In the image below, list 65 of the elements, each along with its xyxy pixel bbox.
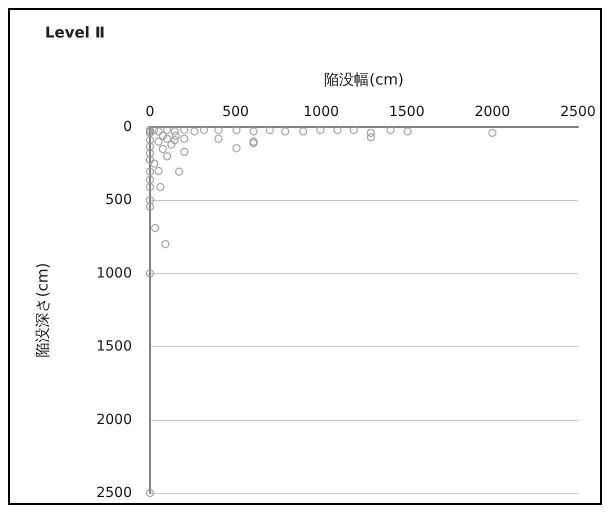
point xyxy=(146,269,154,278)
point xyxy=(161,240,170,248)
y-tick-label: 2500 xyxy=(96,485,132,501)
point xyxy=(158,144,167,154)
point xyxy=(154,127,163,136)
point xyxy=(200,126,208,134)
x-tick-label: 0 xyxy=(146,104,154,120)
y-tick-label: 1500 xyxy=(96,338,132,355)
point xyxy=(154,138,163,146)
point xyxy=(180,126,188,134)
point xyxy=(404,127,412,136)
point xyxy=(146,488,154,498)
x-axis-title: 陥没幅(cm) xyxy=(324,70,404,88)
point xyxy=(366,133,375,142)
point xyxy=(146,136,154,144)
x-tick-label: 2500 xyxy=(560,104,596,120)
point xyxy=(146,196,154,204)
y-axis-title: 陥没深さ(cm) xyxy=(34,262,52,358)
point xyxy=(175,168,184,176)
point xyxy=(150,126,158,134)
point xyxy=(281,127,290,136)
point xyxy=(170,127,179,136)
point xyxy=(146,149,154,158)
point xyxy=(172,132,180,140)
point xyxy=(170,136,179,144)
point xyxy=(386,126,395,134)
point xyxy=(366,128,375,137)
point xyxy=(249,127,258,136)
point xyxy=(154,166,163,176)
point xyxy=(333,126,342,134)
x-tick-label: 2000 xyxy=(474,104,510,120)
point xyxy=(146,142,154,151)
x-tick-label: 1000 xyxy=(303,104,340,120)
point xyxy=(266,126,274,134)
point xyxy=(232,126,241,134)
point xyxy=(180,148,188,156)
point xyxy=(232,144,241,152)
y-tick-label: 500 xyxy=(105,192,132,208)
point xyxy=(299,127,308,136)
point xyxy=(214,134,223,143)
point xyxy=(156,182,164,192)
y-tick-label: 0 xyxy=(123,119,132,135)
point xyxy=(180,134,188,143)
point xyxy=(488,128,496,137)
y-tick-label: 2000 xyxy=(96,412,132,428)
point xyxy=(146,156,154,164)
point xyxy=(316,126,324,134)
x-tick-label: 500 xyxy=(222,104,249,120)
point xyxy=(146,182,154,192)
point xyxy=(190,127,199,136)
point xyxy=(163,134,172,143)
point xyxy=(350,126,358,134)
chart-title: Level Ⅱ xyxy=(45,24,105,42)
point xyxy=(146,176,154,184)
y-tick-label: 1000 xyxy=(96,265,132,282)
x-tick-label: 1500 xyxy=(388,104,425,120)
point xyxy=(214,126,223,134)
point xyxy=(163,152,172,160)
point xyxy=(146,202,154,211)
point xyxy=(146,168,154,176)
point xyxy=(158,132,167,140)
point xyxy=(151,224,160,232)
point xyxy=(163,126,172,134)
point xyxy=(150,160,158,168)
point xyxy=(167,140,176,149)
